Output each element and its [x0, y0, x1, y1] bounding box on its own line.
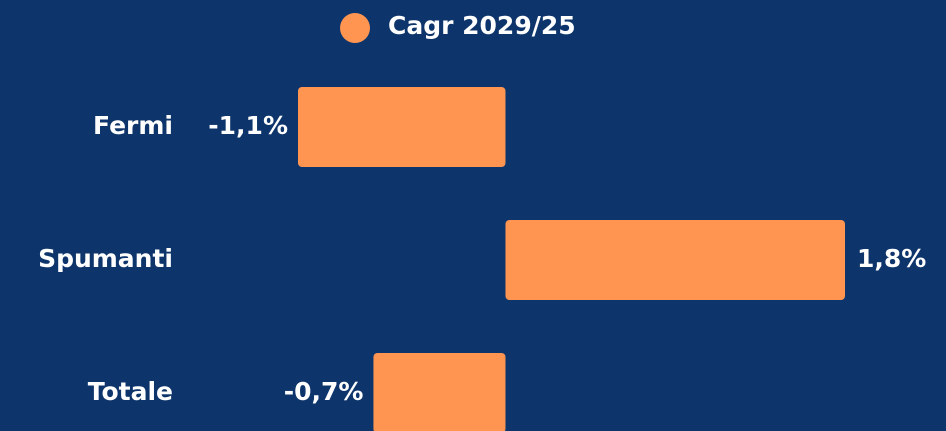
value-label: -1,1% [208, 111, 288, 140]
category-label: Totale [88, 377, 173, 406]
category-label: Fermi [93, 111, 173, 140]
bar [505, 220, 845, 300]
bar [373, 353, 506, 431]
legend-label: Cagr 2029/25 [388, 11, 576, 40]
value-label: -0,7% [284, 377, 364, 406]
legend-swatch [340, 13, 370, 43]
category-label: Spumanti [38, 244, 173, 273]
value-label: 1,8% [857, 244, 926, 273]
bar [298, 87, 506, 167]
